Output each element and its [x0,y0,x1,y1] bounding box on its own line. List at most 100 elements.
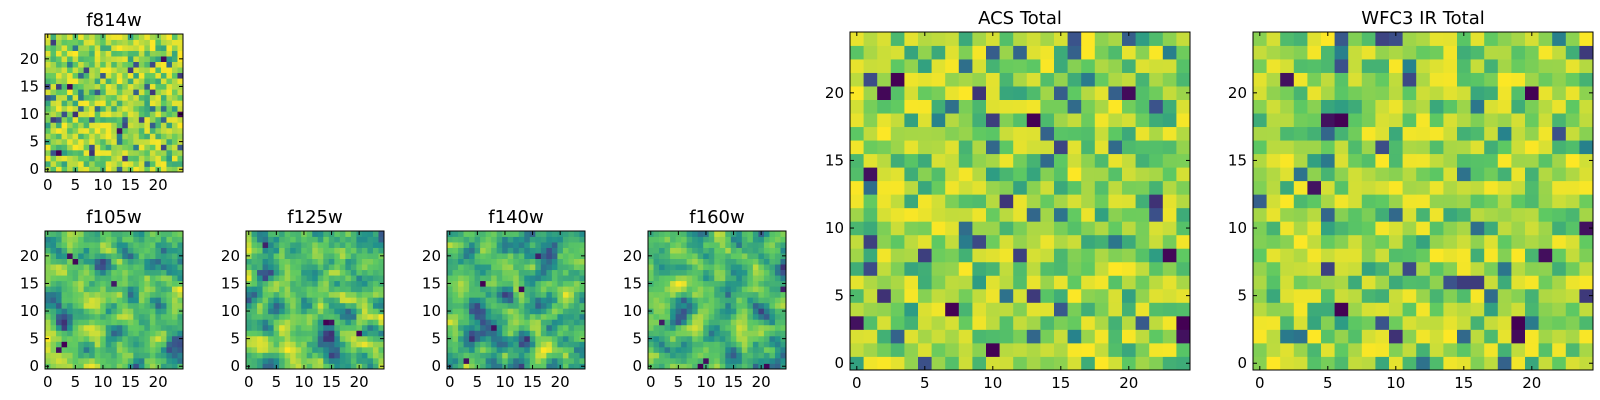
heatmap-cell [736,341,743,348]
heatmap-cell [496,335,503,342]
heatmap-cell [752,313,759,320]
heatmap-cell [111,89,118,96]
heatmap-cell [61,56,68,62]
heatmap-cell [1054,140,1068,155]
heatmap-cell [100,94,107,101]
heatmap-cell [513,247,520,254]
heatmap-cell [279,324,286,331]
axes-frame [446,230,586,370]
heatmap-cell [670,247,676,254]
heatmap-cell [958,207,973,222]
heatmap-cell [752,236,759,243]
heatmap-cell [769,297,776,304]
heatmap-cell [670,352,676,359]
heatmap-cell [692,264,699,271]
heatmap-cell [1135,72,1150,87]
heatmap-cell [1457,248,1471,263]
heatmap-cell [268,242,274,248]
heatmap-cell [1389,315,1403,330]
heatmap-cell [155,319,162,326]
heatmap-cell [1307,86,1322,100]
heatmap-cell [474,352,481,359]
y-tick-label: 0 [431,357,441,375]
heatmap-cell [166,242,173,248]
heatmap-cell [774,247,781,254]
heatmap-cell [78,341,85,348]
heatmap-cell [1416,113,1431,128]
heatmap-cell [345,236,352,243]
heatmap-cell [904,329,919,344]
heatmap-cell [138,291,145,298]
heatmap-cell [758,236,765,243]
heatmap-cell [931,59,946,73]
heatmap-cell [56,160,62,167]
heatmap-cell [339,258,346,265]
heatmap-cell [94,149,101,156]
heatmap-cell [339,357,346,364]
heatmap-cell [1348,207,1363,222]
heatmap-cell [89,116,96,123]
heatmap-cell [1081,356,1096,371]
heatmap-cell [458,269,464,276]
heatmap-cell [295,247,302,254]
heatmap-cell [177,357,184,364]
heatmap-cell [1040,315,1055,330]
heatmap-cell [877,32,892,46]
heatmap-cell [1162,86,1177,100]
heatmap-cell [122,160,129,167]
heatmap-cell [877,234,892,249]
heatmap-cell [697,286,704,293]
heatmap-cell [863,32,878,46]
heatmap-cell [127,352,134,359]
heatmap-cell [496,330,503,337]
heatmap-cell [328,247,335,254]
heatmap-cell [496,319,503,326]
heatmap-cell [339,242,346,248]
heatmap-cell [463,319,470,326]
heatmap-cell [1552,302,1567,317]
heatmap-cell [904,194,919,209]
heatmap-cell [378,242,385,248]
heatmap-cell [763,335,770,342]
heatmap-cell [1135,86,1150,100]
heatmap-cell [56,105,62,112]
heatmap-cell [367,291,374,298]
heatmap-cell [295,319,302,326]
heatmap-cell [659,357,665,364]
heatmap-cell [463,286,470,293]
heatmap-cell [1162,140,1177,155]
heatmap-cell [863,99,878,114]
heatmap-cell [447,264,453,271]
heatmap-cell [863,72,878,87]
heatmap-cell [1266,167,1281,182]
heatmap-cell [1470,72,1485,87]
heatmap-cell [463,341,470,348]
heatmap-cell [1307,221,1322,236]
heatmap-cell [56,330,62,337]
heatmap-cell [758,324,765,331]
heatmap-cell [323,247,330,254]
heatmap-cell [61,100,68,107]
heatmap-cell [122,324,129,331]
heatmap-cell [262,247,269,254]
heatmap-cell [279,357,286,364]
heatmap-cell [306,357,313,364]
heatmap-cell [367,269,374,276]
heatmap-cell [1579,234,1594,249]
heatmap-cell [268,346,274,353]
heatmap-cell [301,280,308,287]
heatmap-cell [546,242,553,248]
y-tick-label: 15 [623,274,642,292]
heatmap-cell [83,56,90,62]
heatmap-cell [1280,342,1295,357]
heatmap-cell [1122,45,1136,60]
heatmap-cell [1280,126,1295,141]
heatmap-cell [166,138,173,145]
heatmap-cell [133,363,140,370]
heatmap-cell [171,352,178,359]
heatmap-cell [659,352,665,359]
heatmap-cell [328,302,335,309]
heatmap-cell [94,50,101,57]
heatmap-cell [697,231,704,237]
heatmap-cell [675,319,682,326]
